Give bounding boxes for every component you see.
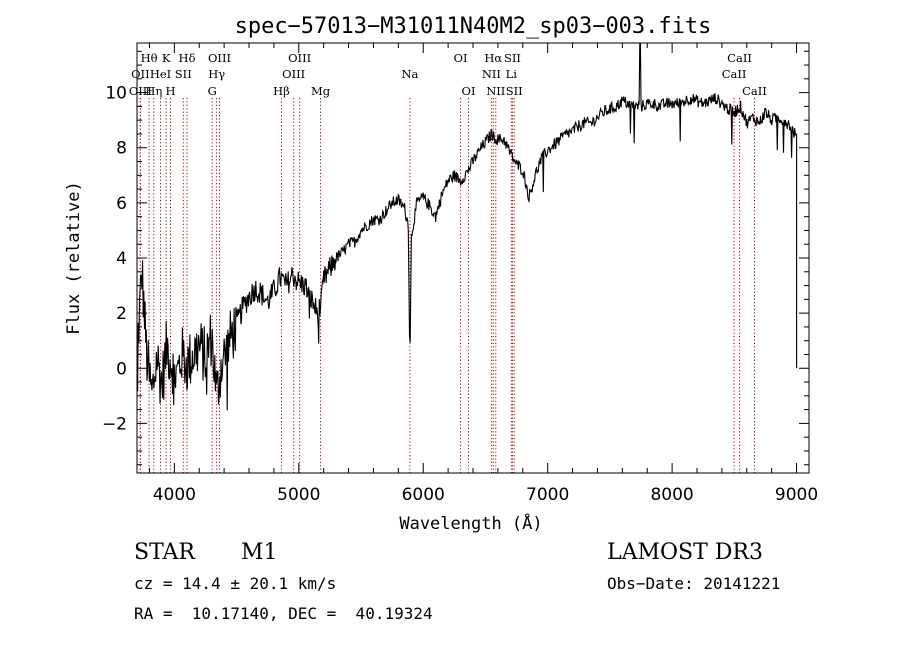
spectral-line-label: Hδ bbox=[179, 51, 196, 65]
object-subclass: M1 bbox=[241, 540, 278, 565]
y-tick-label: 6 bbox=[116, 194, 127, 214]
spectral-line-label: OIII bbox=[288, 51, 311, 65]
spectral-line-label: NII bbox=[486, 84, 505, 98]
spectrum-series-line bbox=[136, 42, 798, 411]
object-type: STAR bbox=[134, 540, 195, 565]
spectral-line-label: OIII bbox=[208, 51, 231, 65]
spectral-line-label: OI bbox=[454, 51, 468, 65]
spectral-line-label: H bbox=[165, 84, 175, 98]
minor-ticks bbox=[137, 43, 809, 473]
spectral-line-label: SII bbox=[175, 67, 192, 81]
spectral-line-label: CaII bbox=[742, 84, 767, 98]
spectral-line-label: Hγ bbox=[208, 67, 225, 81]
observation-date: Obs−Date: 20141221 bbox=[607, 574, 781, 593]
plot-frame bbox=[136, 42, 810, 474]
spectral-line-label: Li bbox=[506, 67, 518, 81]
spectral-line-label: SII bbox=[504, 51, 521, 65]
spectral-line-label: OII bbox=[131, 67, 150, 81]
spectral-line-label: OIII bbox=[282, 67, 305, 81]
x-tick-label: 9000 bbox=[775, 485, 818, 505]
spectral-line-label: K bbox=[162, 51, 171, 65]
coordinates: RA = 10.17140, DEC = 40.19324 bbox=[134, 604, 433, 623]
x-tick-label: 8000 bbox=[650, 485, 693, 505]
spectral-line-label: Hη bbox=[145, 84, 162, 98]
x-tick-label: 6000 bbox=[402, 485, 445, 505]
spectral-line-label: OI bbox=[462, 84, 476, 98]
y-tick-label: 8 bbox=[116, 139, 127, 159]
y-tick-label: 10 bbox=[105, 84, 127, 104]
spectral-line-labels: HθOIIOIIIHηHeIKHSIIHδGOIIIHγHβOIIIOIIIMg… bbox=[129, 51, 767, 98]
redshift-cz: cz = 14.4 ± 20.1 km/s bbox=[134, 574, 337, 593]
spectral-line-label: G bbox=[208, 84, 217, 98]
y-tick-label: 4 bbox=[116, 249, 127, 269]
y-tick-label: 2 bbox=[116, 304, 127, 324]
y-axis-label: Flux (relative) bbox=[64, 181, 84, 335]
spectral-line-label: Mg bbox=[311, 84, 331, 98]
y-tick-label: −2 bbox=[102, 414, 127, 434]
y-tick-label: 0 bbox=[116, 359, 127, 379]
spectral-line-label: CaII bbox=[722, 67, 747, 81]
x-tick-label: 5000 bbox=[277, 485, 320, 505]
x-tick-label: 7000 bbox=[526, 485, 569, 505]
spectral-line-label: Hα bbox=[484, 51, 502, 65]
spectral-line-label: SII bbox=[506, 84, 523, 98]
spectral-lines bbox=[139, 98, 755, 473]
survey-name: LAMOST DR3 bbox=[607, 540, 763, 565]
major-ticks bbox=[137, 43, 809, 473]
tick-labels: 4000 5000 6000 7000 8000 9000 −2 0 2 4 6 8 10 bbox=[102, 84, 818, 505]
spectral-line-label: Hθ bbox=[141, 51, 158, 65]
chart-title: spec−57013−M31011N40M2_sp03−003.fits bbox=[235, 14, 712, 39]
spectral-line-label: HeI bbox=[150, 67, 171, 81]
spectral-line-label: OIII bbox=[129, 84, 152, 98]
spectral-line-label: Na bbox=[401, 67, 418, 81]
x-tick-label: 4000 bbox=[153, 485, 196, 505]
x-axis-label: Wavelength (Å) bbox=[399, 512, 542, 534]
spectral-line-label: NII bbox=[482, 67, 501, 81]
spectral-line-label: CaII bbox=[727, 51, 752, 65]
spectral-line-label: Hβ bbox=[273, 84, 290, 98]
